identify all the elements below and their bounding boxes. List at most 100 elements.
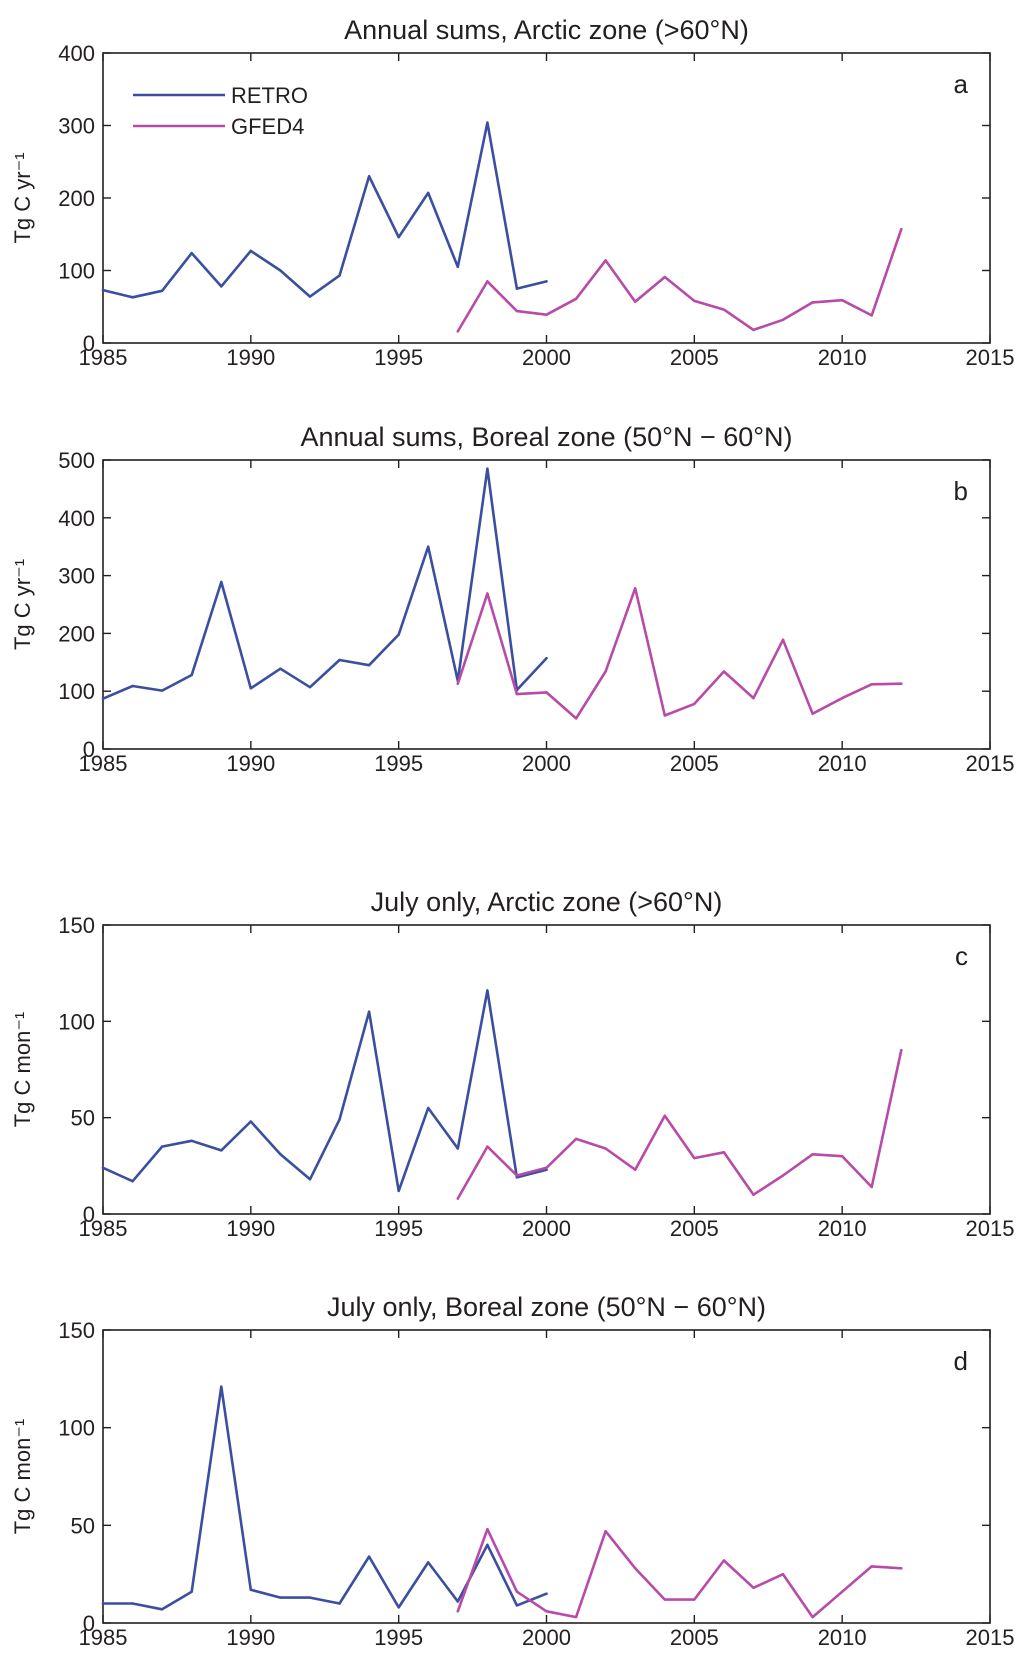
- data-point-gfed4: [545, 1166, 548, 1169]
- x-tick-label: 1985: [79, 1216, 128, 1241]
- data-point-gfed4: [515, 1174, 519, 1177]
- data-point-retro: [545, 657, 548, 660]
- y-tick-label: 100: [58, 1009, 95, 1034]
- series-line-retro: [101, 121, 548, 299]
- legend-label-retro: RETRO: [231, 83, 308, 108]
- x-tick-label: 2010: [818, 1625, 867, 1650]
- data-point-gfed4: [574, 1615, 578, 1619]
- data-point-gfed4: [811, 712, 814, 715]
- data-point-gfed4: [811, 1615, 814, 1619]
- data-point-gfed4: [574, 1137, 578, 1141]
- series-line-gfed4: [456, 227, 903, 333]
- y-tick-label: 0: [83, 737, 95, 762]
- data-point-retro: [308, 1178, 312, 1181]
- data-point-retro: [101, 697, 105, 700]
- data-point-gfed4: [663, 714, 666, 717]
- data-point-retro: [190, 1139, 193, 1142]
- y-tick-label: 500: [58, 448, 95, 473]
- data-point-gfed4: [722, 308, 726, 311]
- data-point-retro: [160, 1145, 164, 1148]
- y-tick-label: 300: [58, 564, 95, 589]
- data-point-retro: [220, 1149, 223, 1152]
- x-tick-label: 2015: [966, 1625, 1015, 1650]
- data-point-gfed4: [900, 682, 903, 685]
- x-tick-label: 1995: [374, 751, 423, 776]
- data-point-retro: [397, 235, 400, 239]
- y-tick-label: 200: [58, 186, 95, 211]
- x-tick-label: 2010: [818, 1216, 867, 1241]
- x-tick-label: 2005: [670, 1625, 719, 1650]
- data-point-gfed4: [870, 1565, 873, 1568]
- y-tick-label: 0: [83, 331, 95, 356]
- data-point-gfed4: [604, 259, 607, 262]
- x-tick-label: 2015: [966, 1216, 1015, 1241]
- data-point-retro: [220, 580, 223, 584]
- panel-b: Annual sums, Boreal zone (50°N − 60°N) b T…: [10, 422, 1014, 776]
- x-tick-label: 1990: [226, 1216, 275, 1241]
- data-point-gfed4: [900, 1567, 903, 1570]
- data-point-retro: [486, 121, 489, 124]
- data-point-retro: [131, 1180, 134, 1183]
- y-tick-label: 50: [71, 1513, 95, 1538]
- data-point-retro: [279, 1153, 282, 1156]
- data-point-gfed4: [456, 1610, 459, 1613]
- data-point-gfed4: [634, 587, 637, 590]
- y-tick-label: 100: [58, 259, 95, 284]
- panel-letter: d: [954, 1346, 968, 1376]
- data-point-gfed4: [486, 592, 489, 595]
- data-point-gfed4: [752, 1193, 755, 1196]
- x-tick-label: 2015: [966, 345, 1015, 370]
- data-point-retro: [101, 1166, 105, 1169]
- y-tick-label: 100: [58, 1416, 95, 1441]
- x-tick-label: 2005: [670, 1216, 719, 1241]
- data-point-retro: [486, 1543, 489, 1547]
- data-point-retro: [131, 296, 134, 299]
- data-point-retro: [456, 1147, 459, 1150]
- legend-label-gfed4: GFED4: [231, 114, 304, 139]
- data-point-retro: [249, 687, 253, 690]
- data-point-retro: [427, 545, 430, 548]
- data-point-gfed4: [693, 299, 696, 303]
- data-point-gfed4: [486, 1145, 489, 1148]
- x-tick-label: 1995: [374, 1625, 423, 1650]
- data-point-gfed4: [574, 717, 578, 720]
- x-tick-label: 2000: [522, 1625, 571, 1650]
- data-point-gfed4: [722, 1559, 726, 1562]
- x-tick-label: 1995: [374, 345, 423, 370]
- x-tick-label: 1985: [79, 1625, 128, 1650]
- y-tick-label: 0: [83, 1202, 95, 1227]
- y-tick-label: 100: [58, 679, 95, 704]
- data-point-retro: [515, 1604, 519, 1607]
- y-tick-label: 400: [58, 41, 95, 66]
- data-point-gfed4: [900, 227, 903, 231]
- x-tick-label: 1985: [79, 751, 128, 776]
- data-point-retro: [397, 1606, 400, 1609]
- y-tick-label: 150: [58, 1318, 95, 1343]
- data-point-gfed4: [486, 280, 489, 283]
- data-point-gfed4: [811, 301, 814, 304]
- plot-frame: [102, 459, 991, 750]
- data-point-gfed4: [870, 683, 873, 686]
- series-line-retro: [101, 1385, 548, 1611]
- y-tick-label: 200: [58, 621, 95, 646]
- data-point-retro: [190, 1590, 193, 1593]
- data-point-gfed4: [663, 1114, 666, 1117]
- data-point-gfed4: [604, 1147, 607, 1150]
- data-point-gfed4: [515, 692, 519, 696]
- x-tick-label: 2000: [522, 1216, 571, 1241]
- data-point-retro: [338, 1602, 341, 1605]
- data-point-gfed4: [663, 275, 666, 279]
- data-point-retro: [367, 175, 371, 178]
- data-point-retro: [486, 467, 489, 470]
- data-point-retro: [249, 249, 253, 253]
- data-point-gfed4: [545, 1610, 548, 1613]
- data-point-gfed4: [840, 1590, 844, 1593]
- data-point-retro: [545, 1592, 548, 1595]
- data-point-gfed4: [693, 1156, 696, 1160]
- y-tick-label: 400: [58, 506, 95, 531]
- data-point-gfed4: [634, 1567, 637, 1570]
- data-point-retro: [456, 265, 459, 269]
- data-point-retro: [308, 685, 312, 689]
- data-point-retro: [220, 285, 223, 288]
- x-tick-label: 2010: [818, 751, 867, 776]
